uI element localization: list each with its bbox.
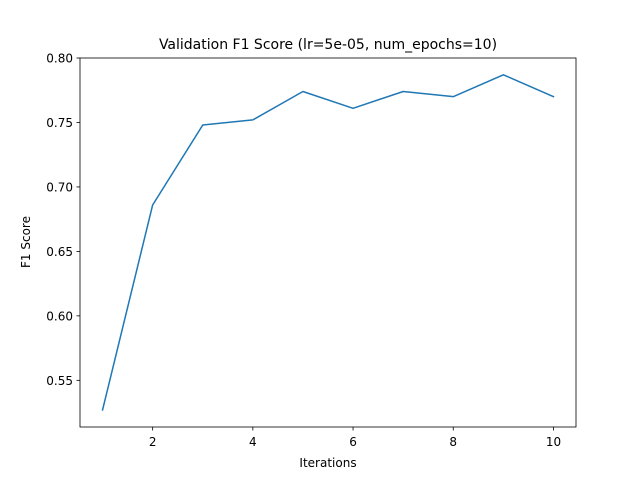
plot-area-frame — [79, 57, 577, 428]
y-tick-label: 0.75 — [46, 116, 73, 130]
y-tick-label: 0.55 — [46, 374, 73, 388]
series-line — [101, 74, 555, 411]
x-axis-ticks: 2 4 6 8 10 — [149, 427, 561, 449]
x-tick-label: 10 — [546, 435, 561, 449]
y-tick-label: 0.80 — [46, 52, 73, 66]
x-axis-label: Iterations — [299, 456, 356, 470]
chart-title: Validation F1 Score (lr=5e-05, num_epoch… — [159, 37, 497, 53]
x-tick-label: 2 — [149, 435, 157, 449]
x-tick-label: 4 — [249, 435, 257, 449]
y-axis-label: F1 Score — [19, 216, 33, 268]
x-tick-label: 8 — [449, 435, 457, 449]
y-tick-label: 0.65 — [46, 245, 73, 259]
y-tick-label: 0.60 — [46, 309, 73, 323]
y-axis-ticks: 0.55 0.60 0.65 0.70 0.75 0.80 — [46, 52, 80, 388]
y-tick-label: 0.70 — [46, 180, 73, 194]
x-tick-label: 6 — [349, 435, 357, 449]
